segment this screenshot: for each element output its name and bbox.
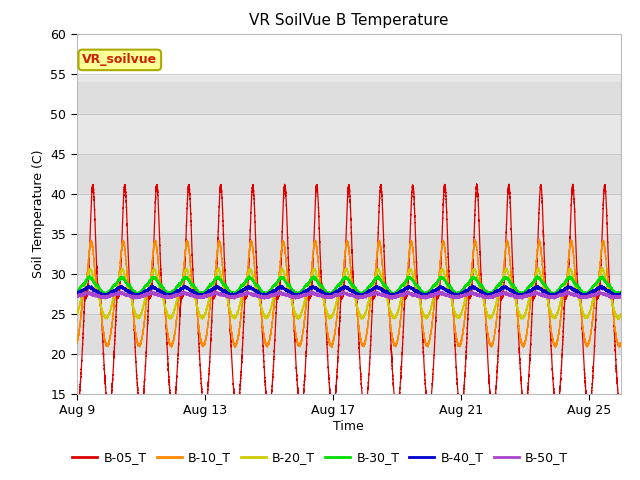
X-axis label: Time: Time [333,420,364,433]
Bar [77,82,621,354]
Title: VR SoilVue B Temperature: VR SoilVue B Temperature [249,13,449,28]
Bar [77,193,621,234]
Legend: B-05_T, B-10_T, B-20_T, B-30_T, B-40_T, B-50_T: B-05_T, B-10_T, B-20_T, B-30_T, B-40_T, … [67,446,573,469]
Text: VR_soilvue: VR_soilvue [82,53,157,66]
Y-axis label: Soil Temperature (C): Soil Temperature (C) [32,149,45,278]
Bar [77,274,621,313]
Bar [77,114,621,154]
Bar [77,354,621,394]
Bar [77,34,621,73]
